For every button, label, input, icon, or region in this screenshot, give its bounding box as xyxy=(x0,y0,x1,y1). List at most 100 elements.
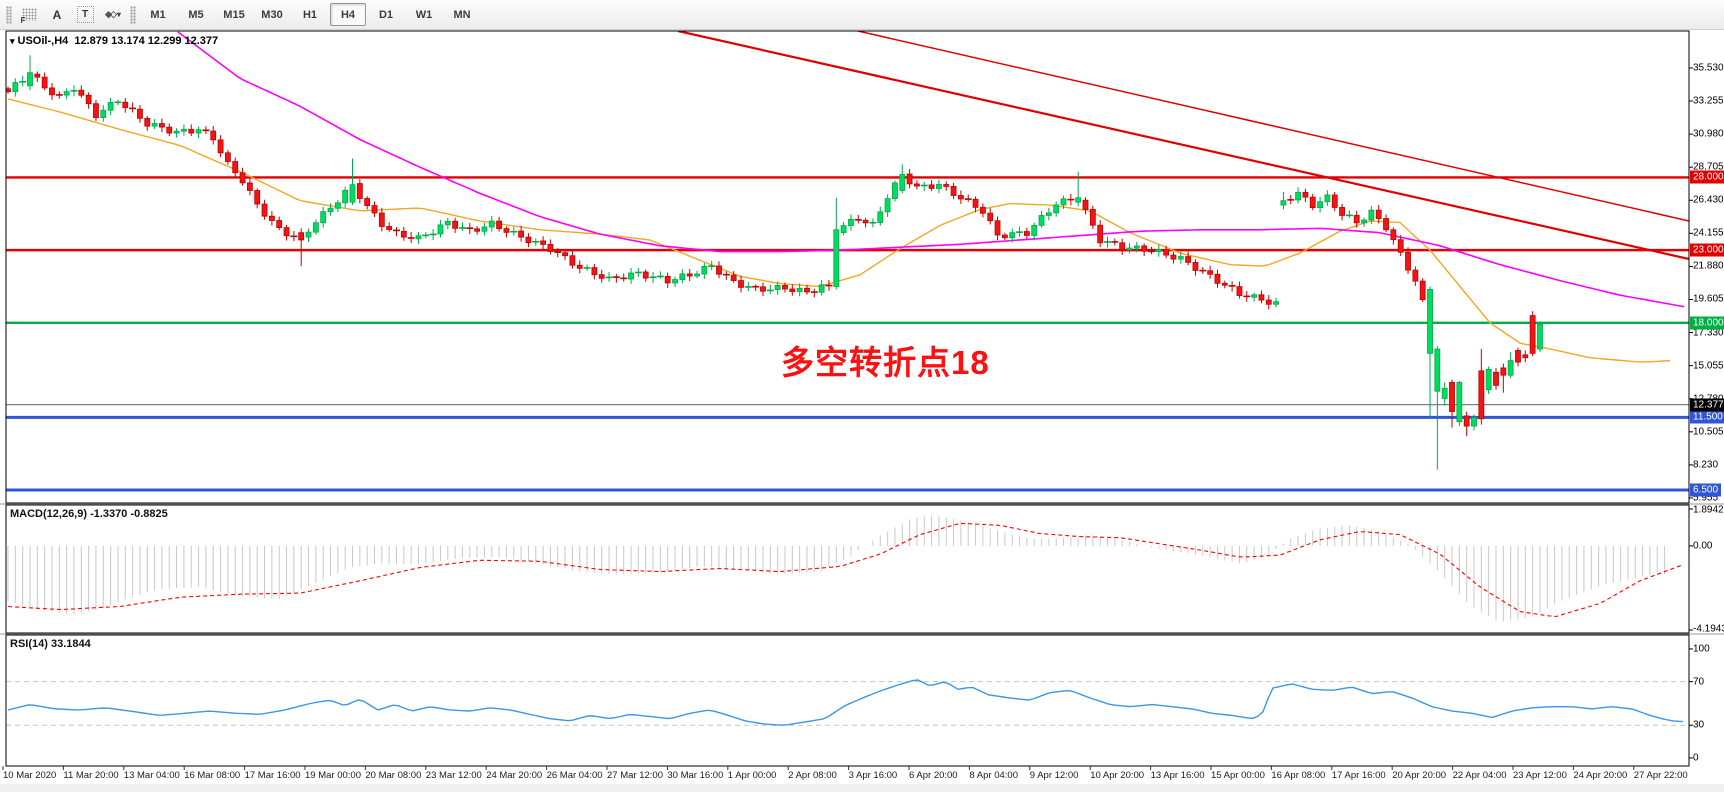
time-axis-label: 23 Apr 12:00 xyxy=(1513,770,1567,781)
time-axis-label: 16 Apr 08:00 xyxy=(1271,770,1326,781)
candle-body xyxy=(1214,273,1221,284)
trendline-1 xyxy=(677,31,1689,261)
candle-body xyxy=(41,76,48,89)
candle-body xyxy=(1075,197,1082,203)
rsi-tick-label: 100 xyxy=(1693,643,1710,655)
price-tick-label: 8.230 xyxy=(1693,459,1719,471)
candle-body xyxy=(928,184,935,189)
objects-button[interactable]: ◆◇ ▾ xyxy=(100,3,126,27)
candle-body xyxy=(906,173,913,185)
tf-button-D1[interactable]: D1 xyxy=(378,8,394,21)
text-icon: T xyxy=(76,6,94,23)
toolbar-grip[interactable] xyxy=(6,5,12,24)
candle-body xyxy=(642,271,649,279)
candle-body xyxy=(518,230,524,238)
tf-button-H4[interactable]: H4 xyxy=(330,3,366,26)
macd-tick-label: 0.00 xyxy=(1693,540,1713,552)
tf-button-W1[interactable]: W1 xyxy=(415,8,433,21)
time-axis-label: 17 Mar 16:00 xyxy=(244,770,301,781)
candle-body xyxy=(63,91,70,96)
candle-body xyxy=(276,220,283,228)
candle-body xyxy=(100,109,107,118)
candle-body xyxy=(496,220,503,230)
rsi-indicator-label: RSI(14) 33.1844 xyxy=(10,638,91,650)
candle-body xyxy=(1155,249,1162,252)
candle-body xyxy=(914,183,920,187)
candle-body xyxy=(686,273,693,277)
candle-body xyxy=(1023,231,1030,236)
tf-button-M30[interactable]: M30 xyxy=(261,8,283,21)
rsi-tick-label: 30 xyxy=(1693,719,1705,731)
candle-body xyxy=(1441,387,1448,399)
candle-body xyxy=(994,220,1001,236)
tf-button-M1[interactable]: M1 xyxy=(150,8,166,21)
candle-body xyxy=(49,87,55,96)
candle-body xyxy=(1001,234,1008,239)
cursor-mode-button[interactable]: A xyxy=(44,3,70,27)
text-tool-button[interactable]: T xyxy=(72,3,98,27)
rsi-tick-label: 0 xyxy=(1693,752,1699,764)
candle-body xyxy=(1309,196,1316,209)
candle-body xyxy=(576,264,583,269)
candle-body xyxy=(899,174,906,191)
candle-body xyxy=(1038,215,1045,226)
candle-body xyxy=(371,205,378,214)
candle-body xyxy=(268,215,275,221)
candle-body xyxy=(1185,256,1192,263)
candle-body xyxy=(972,198,979,208)
candle-body xyxy=(877,211,884,223)
candle-body xyxy=(386,226,393,230)
candle-body xyxy=(979,206,986,214)
chart-menu-icon[interactable]: ▾ xyxy=(10,36,15,46)
tf-button-MN[interactable]: MN xyxy=(453,8,471,21)
tf-button-M5[interactable]: M5 xyxy=(188,8,204,21)
chart-grid-button[interactable]: F xyxy=(16,3,42,27)
time-axis-label: 15 Apr 00:00 xyxy=(1211,770,1265,781)
candle-body xyxy=(1368,209,1375,221)
time-axis-label: 20 Mar 08:00 xyxy=(365,770,422,781)
candle-body xyxy=(818,284,825,293)
candle-body xyxy=(151,123,158,127)
candle-body xyxy=(210,130,217,141)
candle-body xyxy=(672,279,678,284)
candle-body xyxy=(195,129,202,134)
candle-body xyxy=(78,89,85,96)
timeframe-group: M1 M5 M15 M30 H1 H4 D1 W1 MN xyxy=(139,3,481,26)
candle-body xyxy=(159,123,165,128)
candle-body xyxy=(305,231,312,238)
candle-body xyxy=(1412,269,1419,282)
candle-body xyxy=(1485,368,1492,391)
current-price-chip: 12.377 xyxy=(1690,398,1724,412)
toolbar-grip2[interactable] xyxy=(130,5,136,24)
candle-body xyxy=(774,284,781,291)
candle-body xyxy=(261,203,268,217)
candle-body xyxy=(1478,370,1485,420)
time-axis-label: 2 Apr 08:00 xyxy=(788,770,837,781)
price-tick-label: 15.055 xyxy=(1693,360,1724,372)
time-axis-label: 23 Mar 12:00 xyxy=(425,770,482,781)
level-price-chip: 11.500 xyxy=(1690,410,1724,424)
tf-button-M15[interactable]: M15 xyxy=(223,8,245,21)
panel-border xyxy=(5,634,1690,767)
candle-body xyxy=(356,183,363,199)
candle-body xyxy=(1133,245,1140,249)
candle-body xyxy=(181,128,187,132)
candle-body xyxy=(840,225,847,233)
candle-body xyxy=(862,219,869,224)
time-axis-label: 27 Apr 22:00 xyxy=(1633,770,1688,781)
time-axis-label: 6 Apr 20:00 xyxy=(909,770,958,781)
candle-body xyxy=(760,286,766,292)
candle-body xyxy=(327,207,334,213)
candle-body xyxy=(796,287,803,292)
tf-button-H1[interactable]: H1 xyxy=(302,8,318,21)
candle-body xyxy=(1236,286,1243,296)
candle-body xyxy=(107,102,114,111)
candle-body xyxy=(789,288,796,292)
candle-body xyxy=(481,226,488,232)
time-axis-label: 10 Apr 20:00 xyxy=(1090,770,1145,781)
candle-body xyxy=(598,274,605,279)
candle-body xyxy=(569,255,576,266)
candle-body xyxy=(312,222,319,233)
candle-body xyxy=(1456,382,1463,423)
